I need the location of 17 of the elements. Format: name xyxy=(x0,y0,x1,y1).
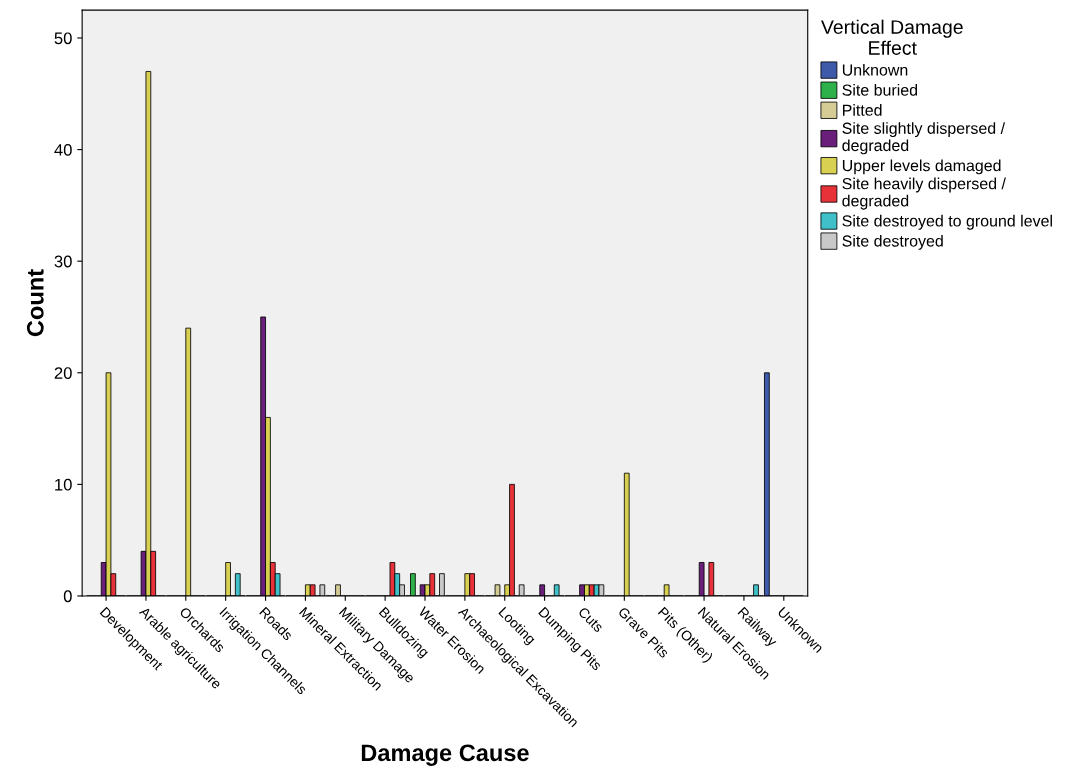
legend-label: Site buried xyxy=(842,84,918,96)
y-tick-label: 30 xyxy=(54,255,72,268)
y-axis-title: Count xyxy=(26,269,44,337)
y-tick-label: 10 xyxy=(55,478,72,491)
y-tick-label: 50 xyxy=(54,32,72,45)
legend-label: Site slightly dispersed / degraded xyxy=(842,122,1006,155)
legend-label: Unknown xyxy=(842,63,908,76)
legend-title: Vertical Damage Effect xyxy=(821,19,963,55)
legend-label: Site destroyed xyxy=(842,234,943,250)
y-tick-label: 0 xyxy=(63,590,72,603)
x-axis-title: Damage Cause xyxy=(361,744,529,766)
legend-label: Upper levels damaged xyxy=(842,159,1001,175)
y-tick-label: 40 xyxy=(54,143,72,156)
legend-label: Site heavily dispersed / degraded xyxy=(842,177,1006,210)
legend-label: Site destroyed to ground level xyxy=(842,214,1052,230)
legend-label: Pitted xyxy=(843,104,882,116)
y-tick-label: 20 xyxy=(54,367,72,379)
